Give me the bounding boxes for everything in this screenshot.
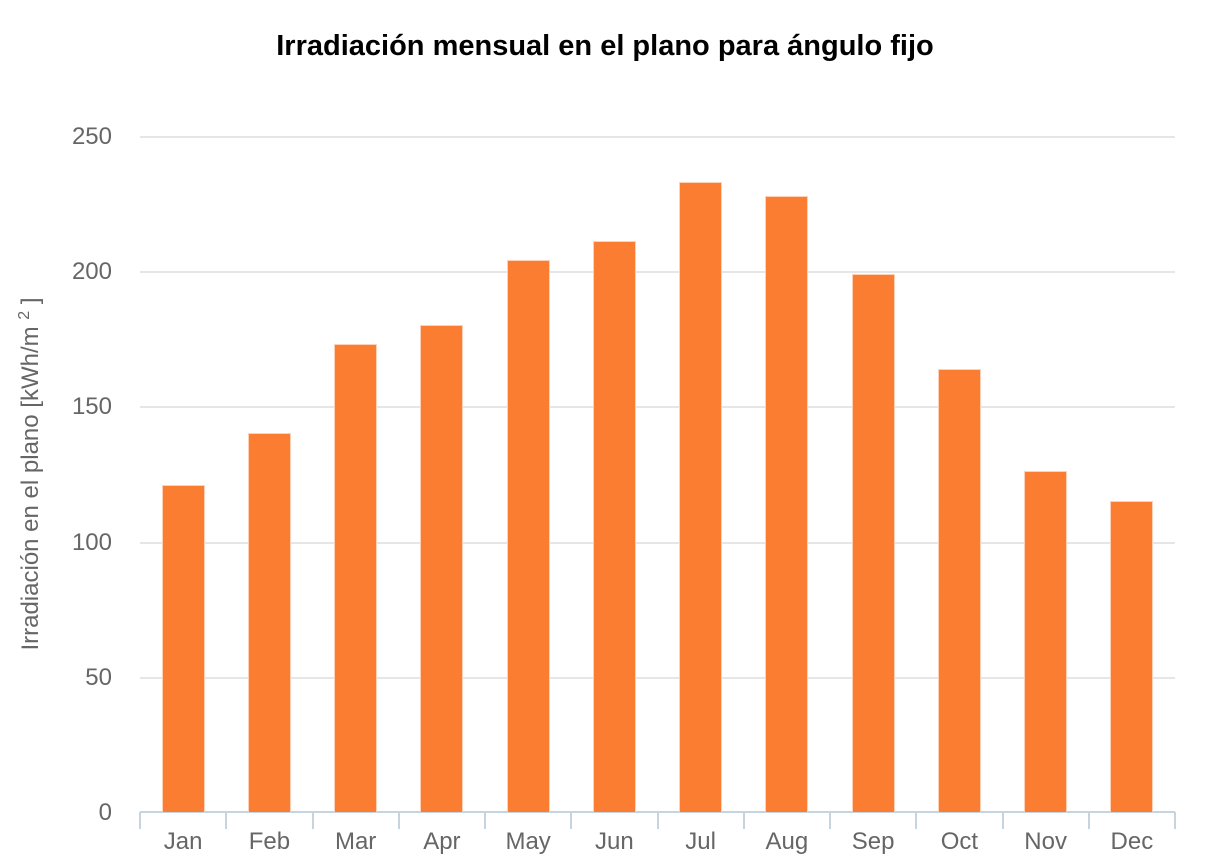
bar-jul[interactable] [679, 181, 723, 812]
bar-feb[interactable] [247, 433, 291, 812]
x-axis-tick [139, 812, 141, 829]
x-axis-tick [397, 812, 400, 829]
bar-apr[interactable] [420, 325, 464, 812]
chart-title: Irradiación mensual en el plano para áng… [276, 30, 934, 62]
bar-jun[interactable] [592, 241, 636, 812]
plot-area [139, 136, 1176, 829]
x-axis-tick [656, 812, 659, 829]
y-axis-labels: 0 50 100 150 200 250 [0, 0, 112, 862]
x-axis-label-nov: Nov [1024, 828, 1067, 855]
x-axis-tick [915, 812, 918, 829]
x-axis-label-sep: Sep [851, 828, 895, 855]
x-axis-tick [742, 812, 745, 829]
gridline-200 [140, 271, 1175, 274]
x-axis-label-may: May [505, 828, 551, 855]
y-axis-label-50: 50 [85, 663, 112, 691]
gridline-250 [140, 136, 1175, 138]
x-axis-label-mar: Mar [334, 828, 377, 855]
bar-may[interactable] [506, 260, 550, 812]
x-axis-tick [484, 812, 486, 829]
x-axis-tick [1174, 812, 1176, 829]
bar-sep[interactable] [851, 273, 895, 812]
y-axis-label-200: 200 [71, 258, 112, 286]
bar-aug[interactable] [765, 195, 809, 812]
bar-mar[interactable] [334, 344, 378, 812]
y-axis-label-100: 100 [71, 528, 112, 556]
y-axis-label-250: 250 [71, 123, 112, 150]
gridline-100 [140, 541, 1175, 544]
x-axis-label-jun: Jun [595, 828, 634, 855]
bar-oct[interactable] [937, 368, 981, 812]
x-axis-label-jul: Jul [685, 828, 716, 855]
x-axis-label-apr: Apr [423, 828, 461, 855]
x-axis-label-feb: Feb [248, 828, 291, 855]
x-axis-tick [225, 812, 228, 829]
x-axis-label-dec: Dec [1110, 828, 1154, 855]
gridline-150 [140, 406, 1175, 409]
x-axis-label-oct: Oct [940, 828, 979, 855]
x-axis-tick [570, 812, 573, 829]
x-axis-tick [311, 812, 314, 829]
x-axis-tick [1087, 812, 1090, 829]
y-axis-label-0: 0 [98, 799, 112, 826]
bar-dec[interactable] [1110, 501, 1154, 812]
x-axis-label-aug: Aug [765, 828, 809, 855]
bar-jan[interactable] [161, 484, 205, 812]
x-axis-label-jan: Jan [163, 828, 203, 855]
bar-nov[interactable] [1024, 471, 1068, 812]
gridline-50 [140, 676, 1175, 679]
x-axis-tick [1001, 812, 1004, 829]
y-axis-label-150: 150 [71, 393, 112, 421]
x-axis-tick [829, 812, 831, 829]
